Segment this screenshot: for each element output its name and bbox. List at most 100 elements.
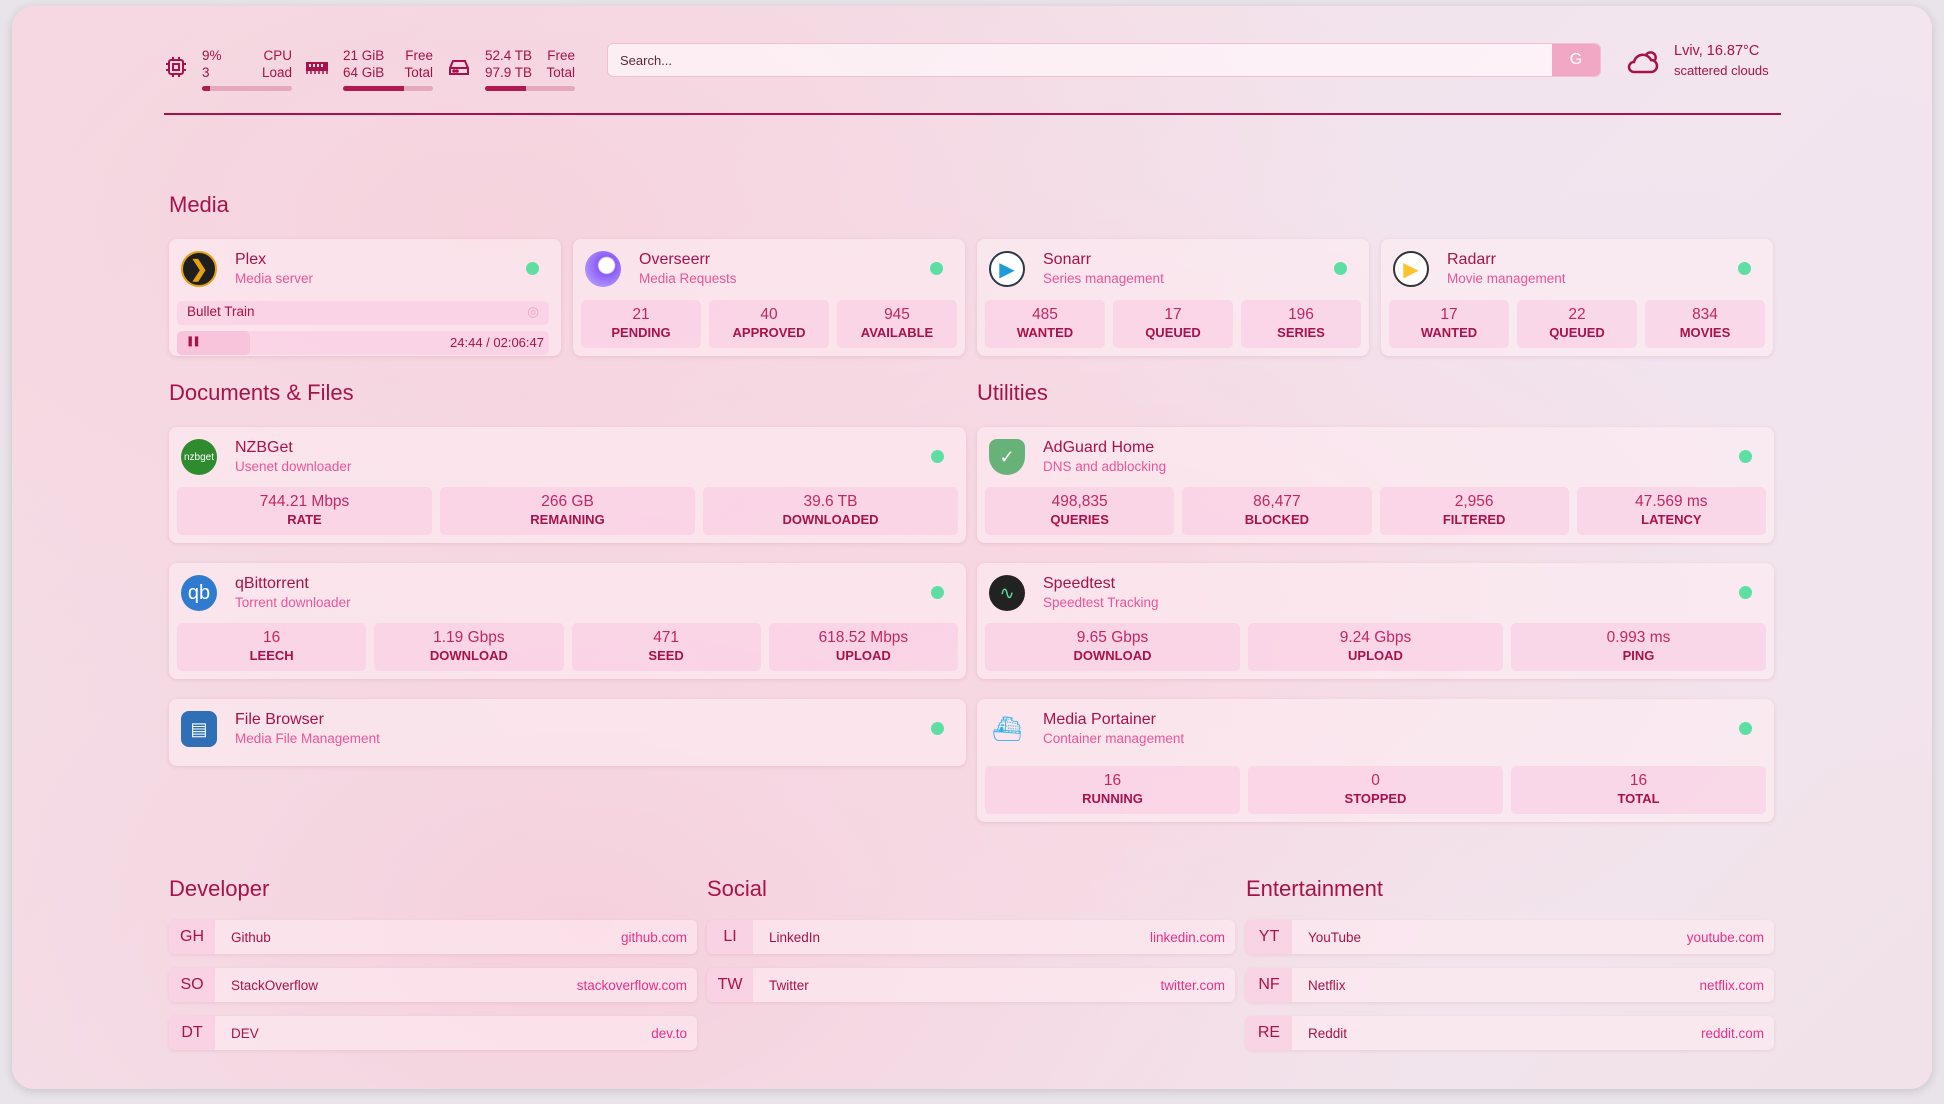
cloud-icon	[1627, 51, 1659, 74]
portainer-icon: ⛴	[991, 715, 1023, 743]
bookmark-github[interactable]: GH Github github.com	[169, 920, 697, 954]
service-name: Plex	[235, 251, 267, 268]
stat-pending: 21 PENDING	[581, 300, 701, 348]
bookmark-youtube[interactable]: YT YouTube youtube.com	[1246, 920, 1774, 954]
media-info-icon[interactable]: ◎	[527, 304, 539, 319]
service-stats: 485 WANTED 17 QUEUED 196 SERIES	[985, 300, 1361, 348]
bookmark-netflix[interactable]: NF Netflix netflix.com	[1246, 968, 1774, 1002]
bookmark-abbr: TW	[707, 968, 753, 1002]
service-card-media-portainer[interactable]: ⛴ Media Portainer Container management 16 RU…	[977, 699, 1774, 822]
stat-value: 39.6 TB	[803, 493, 858, 510]
stat-stopped: 0 STOPPED	[1248, 766, 1503, 814]
stat-approved: 40 APPROVED	[709, 300, 829, 348]
stat-queued: 22 QUEUED	[1517, 300, 1637, 348]
stat-blocked: 86,477 BLOCKED	[1182, 487, 1372, 535]
service-card-speedtest[interactable]: ∿ Speedtest Speedtest Tracking 9.65 Gbps DOW…	[977, 563, 1774, 679]
stat-label: RUNNING	[1082, 791, 1143, 806]
service-stats: 744.21 Mbps RATE 266 GB REMAINING 39.6 TB DOW…	[177, 487, 958, 535]
bookmark-abbr: GH	[169, 920, 215, 954]
status-indicator	[1738, 262, 1751, 275]
stat-label: QUEUED	[1549, 325, 1605, 340]
bookmark-url[interactable]: youtube.com	[1686, 929, 1764, 945]
stat-label: MOVIES	[1679, 325, 1731, 340]
stat-value: 21	[632, 306, 650, 323]
bookmark-abbr: DT	[169, 1016, 215, 1050]
status-indicator	[1334, 262, 1347, 275]
service-description: Torrent downloader	[235, 595, 351, 610]
stat-value: 16	[1629, 772, 1648, 789]
memory-total: 64 GiB	[343, 65, 385, 80]
stat-value: 0	[1371, 772, 1380, 789]
service-name: Radarr	[1447, 251, 1496, 268]
service-card-adguard-home[interactable]: ✓ AdGuard Home DNS and adblocking 498,835 QU…	[977, 427, 1774, 543]
bookmark-abbr: YT	[1246, 920, 1292, 954]
stat-value: 17	[1164, 306, 1182, 323]
stat-label: TOTAL	[1617, 791, 1660, 806]
bookmark-twitter[interactable]: TW Twitter twitter.com	[707, 968, 1235, 1002]
status-indicator	[930, 262, 943, 275]
bookmark-reddit[interactable]: RE Reddit reddit.com	[1246, 1016, 1774, 1050]
stat-value: 744.21 Mbps	[259, 493, 350, 510]
pause-icon[interactable]: ❚❚	[186, 336, 201, 347]
total-label: Total	[546, 65, 575, 80]
bookmark-name: Reddit	[1308, 1025, 1348, 1041]
bookmark-name: Twitter	[769, 977, 809, 993]
bookmark-linkedin[interactable]: LI LinkedIn linkedin.com	[707, 920, 1235, 954]
bookmark-url[interactable]: reddit.com	[1700, 1025, 1764, 1041]
stat-value: 266 GB	[541, 493, 594, 510]
bookmark-stackoverflow[interactable]: SO StackOverflow stackoverflow.com	[169, 968, 697, 1002]
bookmark-url[interactable]: netflix.com	[1699, 977, 1764, 993]
status-indicator	[526, 262, 539, 275]
weather-condition: scattered clouds	[1674, 63, 1769, 78]
plex-icon: ❯	[181, 251, 217, 287]
stat-value: 1.19 Gbps	[433, 629, 505, 646]
service-stats: 9.65 Gbps DOWNLOAD 9.24 Gbps UPLOAD 0.993 ms…	[985, 623, 1766, 671]
service-card-qbittorrent[interactable]: qb qBittorrent Torrent downloader 16 LEECH 1.…	[169, 563, 966, 679]
bookmark-url[interactable]: dev.to	[651, 1025, 687, 1041]
bookmark-url[interactable]: linkedin.com	[1149, 929, 1225, 945]
bookmark-url[interactable]: stackoverflow.com	[576, 977, 687, 993]
bookmark-name: Github	[231, 929, 271, 945]
speedtest-icon: ∿	[989, 575, 1025, 611]
search-input[interactable]	[608, 44, 1552, 76]
stat-value: 9.65 Gbps	[1076, 629, 1149, 646]
bookmark-url[interactable]: twitter.com	[1160, 977, 1225, 993]
stat-available: 945 AVAILABLE	[837, 300, 957, 348]
disk-icon	[449, 60, 469, 75]
service-card-file-browser[interactable]: ▤ File Browser Media File Management	[169, 699, 966, 766]
disk-free: 52.4 TB	[485, 48, 533, 63]
stat-value: 196	[1288, 306, 1314, 323]
service-card-sonarr[interactable]: ▶ Sonarr Series management 485 WANTED 17 QUEUE…	[977, 239, 1369, 356]
bookmark-dev[interactable]: DT DEV dev.to	[169, 1016, 697, 1050]
status-indicator	[1739, 722, 1752, 735]
service-card-nzbget[interactable]: nzbget NZBGet Usenet downloader 744.21 Mbps…	[169, 427, 966, 543]
stat-label: SEED	[648, 648, 684, 663]
weather-widget[interactable]: Lviv, 16.87°C scattered clouds	[1626, 42, 1769, 80]
status-indicator	[1739, 586, 1752, 599]
playback-progress[interactable]: ❚❚ 24:44 / 02:06:47	[177, 331, 549, 355]
memory-free: 21 GiB	[343, 48, 385, 63]
search-provider-button[interactable]: G	[1552, 44, 1600, 76]
overseerr-icon	[585, 251, 621, 287]
stat-label: AVAILABLE	[860, 325, 934, 340]
stat-label: QUERIES	[1050, 512, 1109, 527]
service-name: Speedtest	[1043, 575, 1116, 592]
memory-bar	[343, 86, 433, 91]
stat-download: 9.65 Gbps DOWNLOAD	[985, 623, 1240, 671]
stat-value: 834	[1692, 306, 1718, 323]
disk-total: 97.9 TB	[485, 65, 533, 80]
stat-downloaded: 39.6 TB DOWNLOADED	[703, 487, 958, 535]
service-card-plex[interactable]: ❯ Plex Media server Bullet Train ◎ ❚❚ 24:44 / …	[169, 239, 561, 356]
bookmark-abbr: SO	[169, 968, 215, 1002]
service-stats: 17 WANTED 22 QUEUED 834 MOVIES	[1389, 300, 1765, 348]
service-description: Series management	[1043, 271, 1164, 286]
stat-label: WANTED	[1016, 325, 1074, 340]
stat-value: 16	[263, 629, 281, 646]
bookmark-url[interactable]: github.com	[620, 929, 687, 945]
stat-label: WANTED	[1420, 325, 1478, 340]
service-card-radarr[interactable]: ▶ Radarr Movie management 17 WANTED 22 QUEUED 8…	[1381, 239, 1773, 356]
header-divider	[164, 113, 1781, 115]
stat-total: 16 TOTAL	[1511, 766, 1766, 814]
service-description: Media File Management	[235, 731, 380, 746]
service-card-overseerr[interactable]: Overseerr Media Requests 21 PENDING 40 APPROV…	[573, 239, 965, 356]
